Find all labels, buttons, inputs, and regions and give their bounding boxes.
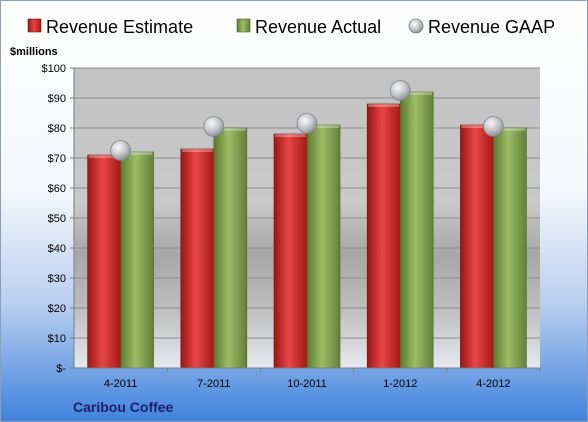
bar-revenue-actual (120, 151, 154, 369)
y-tick-label: $50 (48, 213, 66, 225)
legend-label: Revenue GAAP (428, 17, 555, 37)
x-tick-label: 1-2012 (383, 378, 417, 390)
y-tick-label: $90 (48, 93, 66, 105)
bar-top-highlight (121, 152, 153, 155)
y-tick-label: $80 (48, 123, 66, 135)
y-tick-label: $- (56, 363, 66, 375)
bar-revenue-estimate (273, 133, 308, 369)
marker-revenue-gaap (296, 113, 318, 134)
bar-revenue-estimate (87, 154, 121, 369)
legend-swatch (27, 18, 42, 33)
legend-label: Revenue Actual (255, 17, 381, 37)
company-label: Caribou Coffee (73, 399, 174, 415)
bar-top-highlight (214, 128, 246, 131)
marker-revenue-gaap (110, 140, 131, 161)
x-tick-label: 10-2011 (287, 378, 327, 390)
bar-top-highlight (494, 128, 526, 131)
legend: Revenue Estimate Revenue Actual Revenue GA… (27, 17, 555, 37)
y-tick-label: $40 (48, 243, 66, 255)
y-tick-label: $10 (48, 333, 66, 345)
y-tick-label: $60 (48, 183, 66, 195)
y-axis-ticks: $- $10 $20 $30 $40 $50 $60 $70 $80 $90 $100 (42, 63, 74, 375)
marker-revenue-gaap (482, 116, 504, 137)
legend-swatch (236, 18, 251, 33)
bar-revenue-actual (399, 91, 434, 369)
x-axis-ticks: 4-2011 7-2011 10-2011 1-2012 4-2012 (104, 368, 541, 390)
bar-revenue-actual (306, 124, 341, 369)
y-tick-label: $30 (48, 273, 66, 285)
y-tick-label: $20 (48, 303, 66, 315)
y-unit-label: $millions (10, 46, 58, 58)
bar-top-highlight (308, 125, 339, 128)
y-tick-label: $70 (48, 153, 66, 165)
marker-revenue-gaap (203, 116, 225, 137)
bar-revenue-estimate (180, 148, 215, 369)
bar-revenue-actual (493, 127, 527, 369)
bar-top-highlight (181, 149, 213, 152)
bar-top-highlight (461, 125, 493, 128)
x-tick-label: 7-2011 (197, 378, 230, 390)
bar-top-highlight (368, 104, 400, 107)
y-tick-label: $100 (42, 63, 66, 75)
legend-swatch (408, 18, 424, 34)
bar-top-highlight (88, 155, 120, 158)
x-tick-label: 4-2011 (104, 378, 137, 390)
legend-label: Revenue Estimate (46, 17, 193, 37)
marker-revenue-gaap (389, 80, 411, 101)
x-tick-label: 4-2012 (476, 378, 510, 390)
bar-top-highlight (401, 92, 433, 95)
gaap-markers (110, 80, 504, 161)
bars (87, 91, 527, 369)
bar-top-highlight (275, 134, 306, 137)
bar-revenue-estimate (366, 103, 401, 369)
bar-revenue-estimate (460, 124, 494, 369)
bar-revenue-actual (213, 127, 248, 369)
